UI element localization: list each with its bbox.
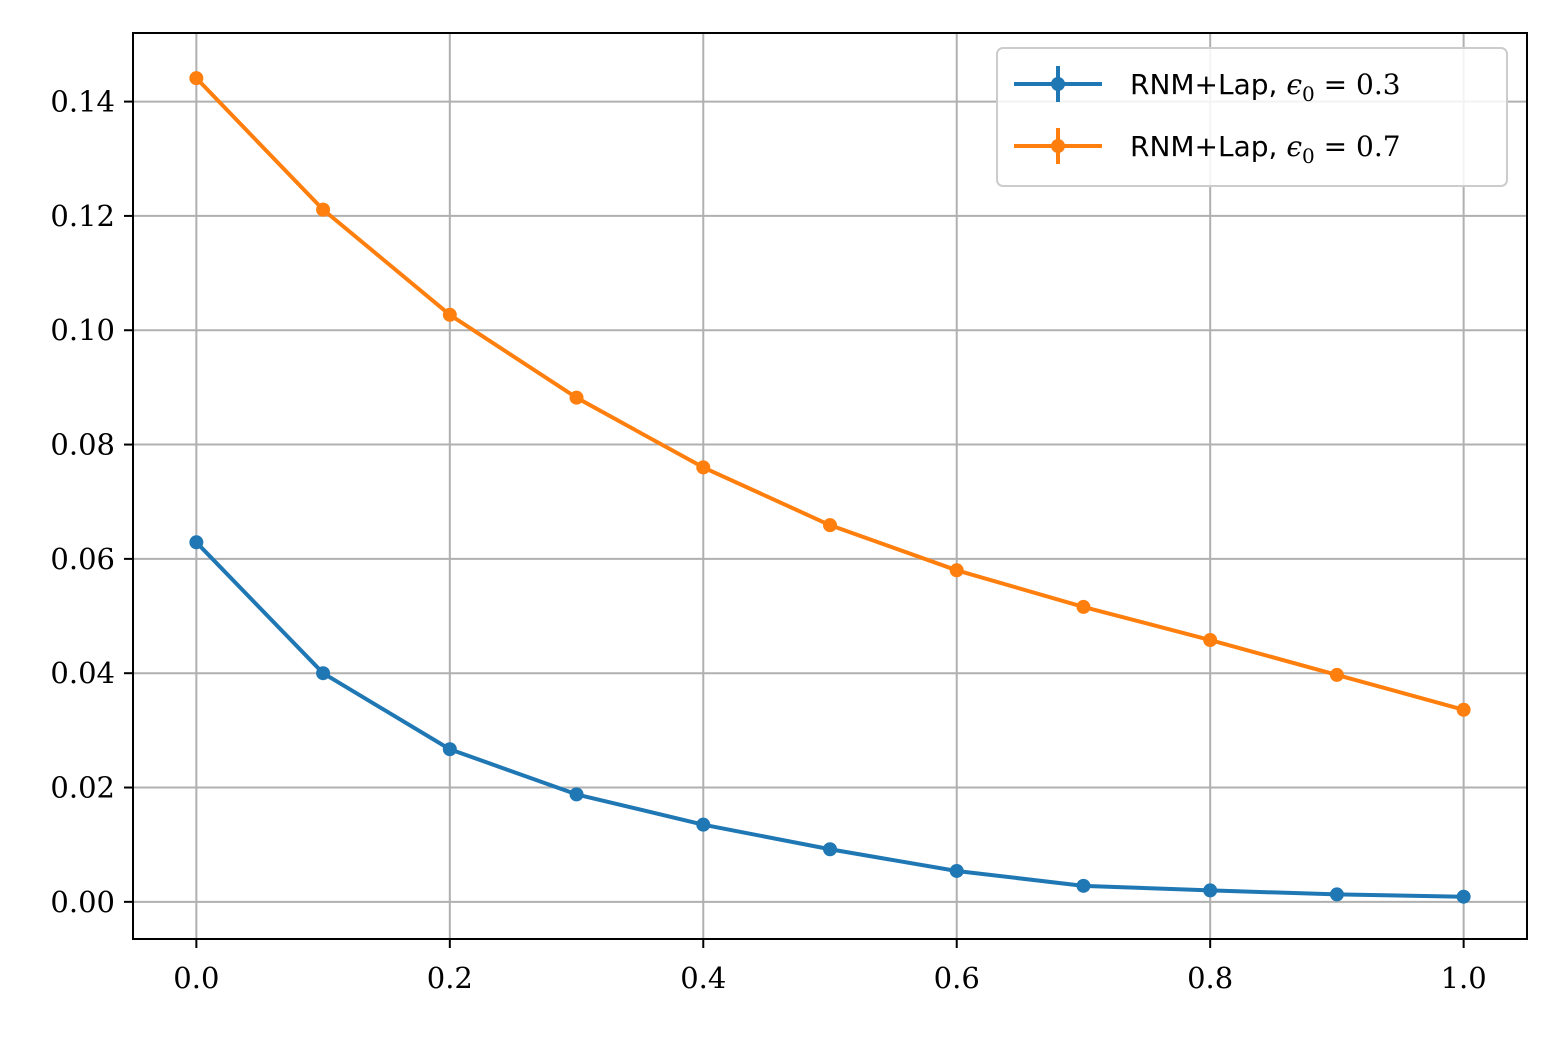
data-point: [1203, 633, 1218, 648]
legend-marker: [1051, 77, 1065, 91]
data-point: [696, 817, 711, 832]
y-tick-label: 0.04: [50, 656, 115, 690]
legend-entry: RNM+Lap, ϵ0 = 0.3: [1014, 66, 1401, 106]
data-point: [442, 307, 457, 322]
data-point: [1456, 702, 1471, 717]
x-tick-label: 0.6: [934, 961, 980, 995]
data-point: [1329, 667, 1344, 682]
series-1: [189, 71, 1471, 717]
series-layer: [189, 71, 1471, 904]
x-tick-label: 0.4: [680, 961, 726, 995]
x-tick-label: 0.8: [1187, 961, 1233, 995]
data-point: [442, 742, 457, 757]
legend: RNM+Lap, ϵ0 = 0.3 RNM+Lap, ϵ0 = 0.7: [996, 47, 1508, 187]
legend-label: RNM+Lap, ϵ0 = 0.3: [1130, 68, 1401, 106]
y-tick-label: 0.00: [50, 885, 115, 919]
legend-marker: [1051, 139, 1065, 153]
x-tick-label: 1.0: [1441, 961, 1487, 995]
data-point: [1329, 887, 1344, 902]
y-tick-label: 0.10: [50, 313, 115, 347]
grid-lines: [133, 33, 1527, 939]
data-point: [189, 71, 204, 86]
data-point: [949, 563, 964, 578]
legend-entry: RNM+Lap, ϵ0 = 0.7: [1014, 128, 1401, 168]
data-point: [1076, 599, 1091, 614]
data-point: [316, 202, 331, 217]
data-point: [189, 535, 204, 550]
data-point: [1456, 889, 1471, 904]
y-tick-label: 0.06: [50, 542, 115, 576]
data-point: [569, 390, 584, 405]
y-tick-label: 0.12: [50, 199, 115, 233]
legend-label: RNM+Lap, ϵ0 = 0.7: [1130, 130, 1401, 168]
data-point: [823, 518, 837, 533]
data-point: [949, 863, 964, 878]
data-point: [823, 842, 837, 857]
data-point: [1076, 878, 1091, 893]
y-tick-label: 0.08: [50, 428, 115, 462]
data-point: [316, 666, 331, 681]
x-tick-label: 0.2: [427, 961, 473, 995]
legend-box: [996, 47, 1508, 187]
data-point: [569, 787, 584, 802]
x-tick-label: 0.0: [173, 961, 219, 995]
y-tick-label: 0.02: [50, 771, 115, 805]
series-0: [189, 535, 1471, 904]
axis-ticks: 0.0 0.2 0.4 0.6 0.8 1.0 0.00 0.02 0.04 0.06 0.08 0.…: [50, 85, 1486, 995]
y-tick-label: 0.14: [50, 85, 115, 119]
data-point: [1203, 883, 1218, 898]
plot-frame: [132, 32, 1528, 940]
data-point: [696, 460, 711, 475]
